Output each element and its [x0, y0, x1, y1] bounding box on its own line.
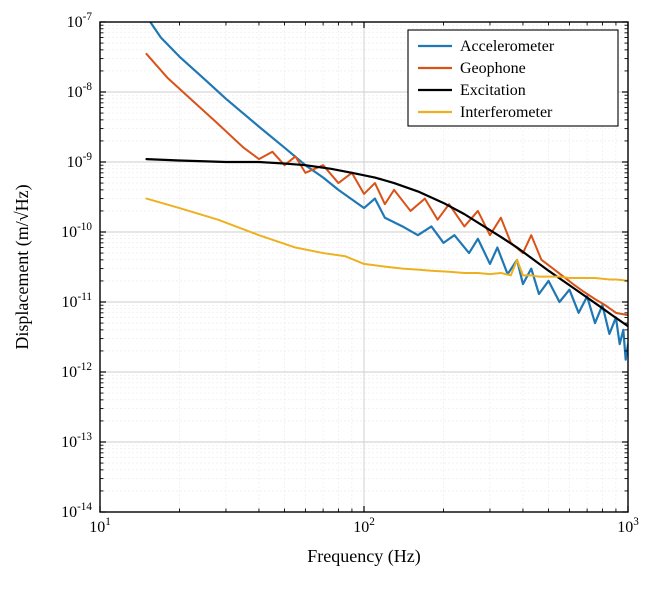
- displacement-spectrum-chart: 10110210310-1410-1310-1210-1110-1010-910…: [0, 0, 648, 596]
- y-axis-label: Displacement (m/√Hz): [12, 184, 33, 349]
- legend-entry: Excitation: [460, 82, 526, 99]
- legend-entry: Accelerometer: [460, 38, 555, 55]
- legend-entry: Interferometer: [460, 104, 553, 121]
- legend-entry: Geophone: [460, 60, 526, 77]
- legend: Accelerometer Geophone Excitation Interfero…: [408, 30, 618, 126]
- x-axis-label: Frequency (Hz): [307, 546, 420, 567]
